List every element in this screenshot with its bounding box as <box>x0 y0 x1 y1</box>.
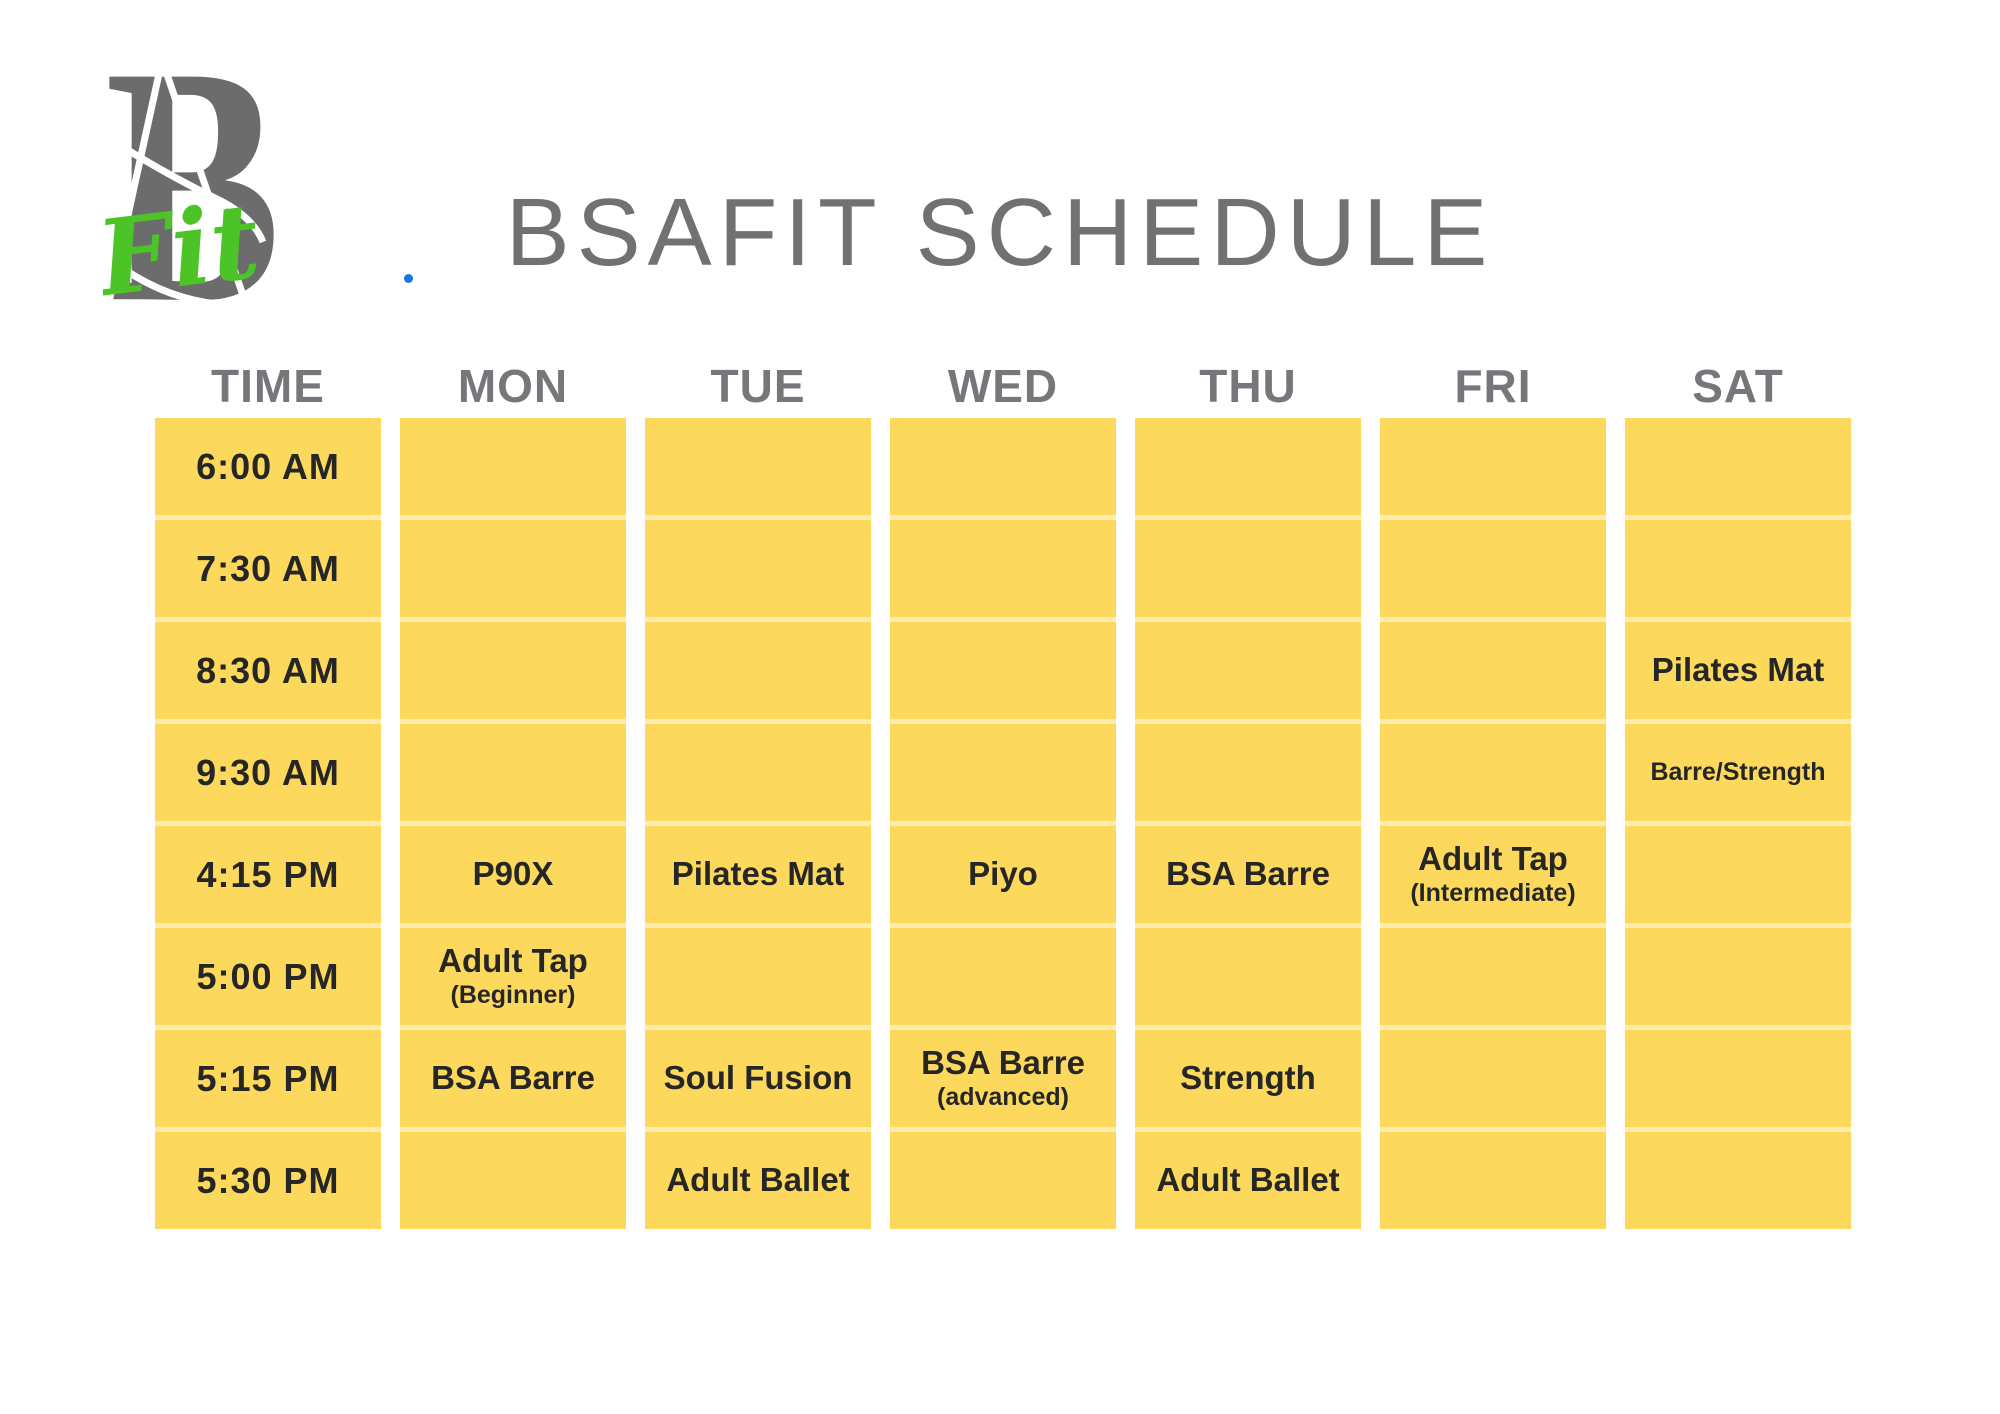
class-name: Pilates Mat <box>1651 651 1825 689</box>
col-header-wed: WED <box>947 360 1059 412</box>
schedule-cell <box>1380 928 1606 1025</box>
col-header-tue: TUE <box>710 360 806 412</box>
schedule-cell: Adult Tap (Beginner) <box>400 928 626 1025</box>
schedule-cell: Soul Fusion <box>645 1030 871 1127</box>
class-name: Pilates Mat <box>671 855 845 893</box>
col-header-thu: THU <box>1199 360 1297 412</box>
schedule-cell <box>645 724 871 821</box>
schedule-cell <box>1625 1132 1851 1229</box>
class-name: Adult Ballet <box>666 1161 850 1199</box>
schedule-cell <box>890 1132 1116 1229</box>
schedule-cell <box>890 520 1116 617</box>
schedule-cell <box>1380 418 1606 515</box>
schedule-cell: Piyo <box>890 826 1116 923</box>
time-cell: 4:15 PM <box>155 826 381 923</box>
schedule-cell <box>1625 1030 1851 1127</box>
schedule-cell <box>1380 622 1606 719</box>
col-header-mon: MON <box>457 360 569 412</box>
schedule-cell <box>890 622 1116 719</box>
time-cell: 7:30 AM <box>155 520 381 617</box>
col-header-sat: SAT <box>1692 360 1784 412</box>
schedule-cell: Adult Ballet <box>1135 1132 1361 1229</box>
time-cell: 9:30 AM <box>155 724 381 821</box>
class-name: Strength <box>1180 1059 1316 1097</box>
time-cell: 8:30 AM <box>155 622 381 719</box>
class-name: Adult Tap <box>1418 839 1568 877</box>
schedule-cell <box>645 622 871 719</box>
schedule-cell <box>1380 520 1606 617</box>
schedule-cell <box>1625 520 1851 617</box>
class-name: P90X <box>472 855 554 893</box>
schedule-cell: P90X <box>400 826 626 923</box>
schedule-cell: BSA Barre (advanced) <box>890 1030 1116 1127</box>
class-name: Soul Fusion <box>663 1059 853 1097</box>
schedule-cell: BSA Barre <box>1135 826 1361 923</box>
class-name: BSA Barre <box>1166 855 1330 893</box>
column-time: TIME 6:00 AM 7:30 AM 8:30 AM 9:30 AM 4:1… <box>155 355 381 1229</box>
logo-fit-script: Fit <box>103 179 266 304</box>
schedule-cell: Adult Ballet <box>645 1132 871 1229</box>
schedule-table: TIME 6:00 AM 7:30 AM 8:30 AM 9:30 AM 4:1… <box>155 355 1851 1229</box>
class-level: (Beginner) <box>450 981 576 1010</box>
schedule-cell: Pilates Mat <box>645 826 871 923</box>
class-level: (Intermediate) <box>1410 879 1576 908</box>
class-name: Adult Ballet <box>1156 1161 1340 1199</box>
column-wed: WED Piyo BSA Barre (advanced) <box>890 355 1116 1229</box>
column-tue: TUE Pilates Mat Soul Fusion Adult Ballet <box>645 355 871 1229</box>
schedule-cell: Barre/Strength <box>1625 724 1851 821</box>
schedule-cell <box>1380 1132 1606 1229</box>
schedule-cell: Strength <box>1135 1030 1361 1127</box>
schedule-cell <box>400 418 626 515</box>
schedule-cell <box>1135 622 1361 719</box>
time-cell: 6:00 AM <box>155 418 381 515</box>
schedule-cell <box>1380 724 1606 821</box>
schedule-cell <box>1380 1030 1606 1127</box>
class-name: Adult Tap <box>438 941 588 979</box>
logo-a-lines <box>103 52 267 304</box>
schedule-cell <box>890 724 1116 821</box>
schedule-cell <box>645 520 871 617</box>
schedule-cell <box>400 622 626 719</box>
column-mon: MON P90X Adult Tap (Beginner) BSA Barre <box>400 355 626 1229</box>
class-level: (advanced) <box>937 1083 1069 1112</box>
class-name: Piyo <box>968 855 1038 893</box>
page-title: BSAFIT SCHEDULE <box>505 179 1495 286</box>
schedule-cell <box>890 928 1116 1025</box>
column-thu: THU BSA Barre Strength Adult Ballet <box>1135 355 1361 1229</box>
col-header-time: TIME <box>211 360 325 412</box>
schedule-cell <box>1135 520 1361 617</box>
schedule-cell <box>645 418 871 515</box>
schedule-cell <box>400 724 626 821</box>
schedule-cell <box>890 418 1116 515</box>
schedule-cell <box>400 1132 626 1229</box>
column-fri: FRI Adult Tap (Intermediate) <box>1380 355 1606 1229</box>
schedule-cell <box>1135 724 1361 821</box>
column-sat: SAT Pilates Mat Barre/Strength <box>1625 355 1851 1229</box>
schedule-cell: BSA Barre <box>400 1030 626 1127</box>
class-name: BSA Barre <box>431 1059 595 1097</box>
class-name: Barre/Strength <box>1650 757 1826 786</box>
col-header-fri: FRI <box>1454 360 1532 412</box>
bsa-fit-logo: B Fit <box>103 52 281 304</box>
time-cell: 5:30 PM <box>155 1132 381 1229</box>
decorative-blue-dot <box>404 274 413 283</box>
time-cell: 5:00 PM <box>155 928 381 1025</box>
schedule-cell: Adult Tap (Intermediate) <box>1380 826 1606 923</box>
schedule-cell <box>1625 418 1851 515</box>
schedule-cell: Pilates Mat <box>1625 622 1851 719</box>
schedule-cell <box>1135 418 1361 515</box>
schedule-cell <box>1135 928 1361 1025</box>
schedule-cell <box>1625 826 1851 923</box>
class-name: BSA Barre <box>921 1043 1085 1081</box>
time-cell: 5:15 PM <box>155 1030 381 1127</box>
schedule-cell <box>400 520 626 617</box>
schedule-cell <box>645 928 871 1025</box>
schedule-cell <box>1625 928 1851 1025</box>
